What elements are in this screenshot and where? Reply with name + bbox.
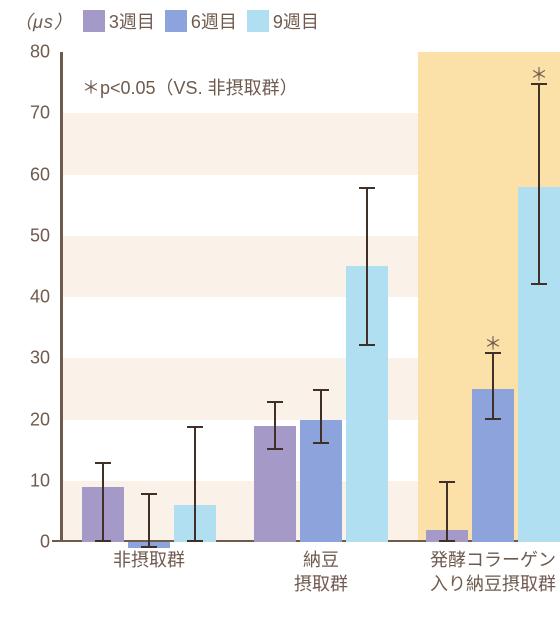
legend-item-0: 3週目 [83, 8, 155, 34]
y-unit-label: （μs） [14, 8, 73, 34]
legend-swatch-2 [247, 10, 269, 32]
legend-item-1: 6週目 [165, 8, 237, 34]
origin-tick [52, 540, 60, 543]
legend-swatch-0 [83, 10, 105, 32]
y-axis [60, 52, 63, 542]
x-category-label: 納豆 摂取群 [294, 548, 348, 597]
plot-area: 01020304050607080＊p<0.05（VS. 非摂取群）＊＊ [60, 52, 550, 542]
significance-star: ＊ [484, 330, 502, 356]
x-category-label: 非摂取群 [113, 548, 185, 572]
bar [300, 420, 342, 543]
legend-label-2: 9週目 [273, 8, 319, 34]
legend-label-0: 3週目 [109, 8, 155, 34]
bar [254, 426, 296, 542]
y-tick-label: 70 [10, 103, 50, 124]
significance-note: ＊p<0.05（VS. 非摂取群） [82, 74, 298, 100]
y-tick-label: 60 [10, 164, 50, 185]
bar [518, 187, 560, 542]
y-tick-label: 10 [10, 470, 50, 491]
bar [82, 487, 124, 542]
bar [426, 530, 468, 542]
y-tick-label: 0 [10, 532, 50, 553]
bar [346, 266, 388, 542]
y-tick-label: 30 [10, 348, 50, 369]
y-tick-label: 80 [10, 42, 50, 63]
legend-item-2: 9週目 [247, 8, 319, 34]
significance-star: ＊ [530, 61, 548, 87]
bar [174, 505, 216, 542]
bar [472, 389, 514, 542]
y-tick-label: 40 [10, 287, 50, 308]
y-tick-label: 20 [10, 409, 50, 430]
y-tick-label: 50 [10, 225, 50, 246]
bar-chart: （μs） 3週目 6週目 9週目 0 10 20 30 40 50 60 70 80 ＊p<0.0… [0, 0, 560, 630]
legend-label-1: 6週目 [191, 8, 237, 34]
x-category-label: 発酵コラーゲン 入り納豆摂取群 [430, 548, 556, 597]
chart-legend: （μs） 3週目 6週目 9週目 [14, 8, 319, 34]
legend-swatch-1 [165, 10, 187, 32]
